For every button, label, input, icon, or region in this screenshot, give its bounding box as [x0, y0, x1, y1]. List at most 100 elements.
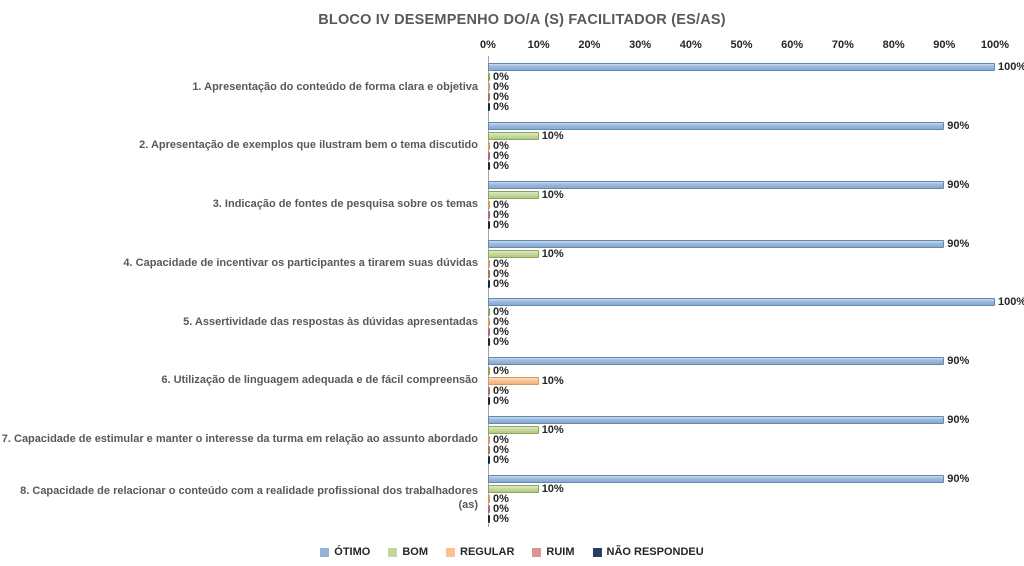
bar-row-nao-respondeu: 0%	[488, 102, 1024, 113]
value-label: 0%	[493, 326, 509, 339]
bar-bom	[488, 367, 490, 376]
bar-bom	[488, 73, 490, 82]
category-row: 4. Capacidade de incentivar os participa…	[0, 237, 1024, 290]
bar-group: 100% 0% 0% 0% 0%	[488, 297, 1024, 349]
value-label: 10%	[541, 188, 564, 201]
value-label: 0%	[493, 160, 509, 173]
bar-regular	[488, 494, 490, 503]
legend-swatch-regular	[446, 547, 456, 557]
value-label: 0%	[493, 81, 509, 94]
bar-row-otimo: 100%	[488, 62, 1024, 73]
value-label: 0%	[493, 91, 509, 104]
bar-row-ruim: 0%	[488, 502, 1024, 515]
bar-group: 90% 0% 10% 0% 0%	[488, 356, 1024, 407]
legend-item-ruim: RUIM	[532, 546, 575, 558]
bar-otimo	[488, 357, 945, 366]
value-label: 0%	[493, 277, 509, 290]
bar-otimo	[488, 122, 945, 131]
chart-title: BLOCO IV DESEMPENHO DO/A (S) FACILITADOR…	[318, 12, 726, 28]
x-axis-tick-label: 80%	[882, 39, 905, 51]
x-axis-tick-label: 40%	[679, 39, 702, 51]
bar-row-ruim: 0%	[488, 326, 1024, 339]
bar-row-regular: 0%	[488, 141, 1024, 152]
legend-label: BOM	[402, 546, 429, 558]
category-label: 2. Apresentação de exemplos que ilustram…	[139, 139, 478, 152]
value-label: 0%	[493, 512, 509, 525]
category-label: 6. Utilização de linguagem adequada e de…	[161, 374, 478, 387]
bar-regular	[488, 83, 490, 92]
bar-row-bom: 0%	[488, 365, 1024, 378]
bar-nao-respondeu	[488, 338, 490, 347]
bar-row-regular: 0%	[488, 317, 1024, 328]
bar-otimo	[488, 415, 945, 424]
bar-group: 90% 10% 0% 0% 0%	[488, 121, 1024, 173]
legend-label: REGULAR	[460, 546, 515, 558]
value-label: 0%	[493, 267, 509, 280]
bar-otimo	[488, 63, 995, 72]
bar-row-bom: 0%	[488, 72, 1024, 83]
x-axis-ticks: 0% 10% 20% 30% 40% 50% 60% 70% 80% 90% 100%	[480, 39, 1009, 53]
legend-swatch-nao-respondeu	[592, 547, 602, 557]
x-axis-tick-label: 60%	[781, 39, 804, 51]
category-label: 8. Capacidade de relacionar o conteúdo c…	[20, 484, 478, 511]
value-label: 0%	[493, 492, 509, 505]
legend-label: NÃO RESPONDEU	[606, 546, 704, 558]
bar-row-nao-respondeu: 0%	[488, 396, 1024, 407]
bar-regular	[488, 318, 490, 327]
value-label: 0%	[493, 365, 509, 378]
bar-group: 90% 10% 0% 0% 0%	[488, 413, 1024, 466]
bar-bom	[488, 249, 539, 258]
bar-row-regular: 10%	[488, 376, 1024, 387]
bar-row-otimo: 90%	[488, 356, 1024, 367]
bar-otimo	[488, 298, 995, 307]
bar-nao-respondeu	[488, 103, 490, 112]
bar-row-regular: 0%	[488, 199, 1024, 210]
bar-row-ruim: 0%	[488, 91, 1024, 104]
y-axis-line	[488, 56, 489, 527]
bar-ruim	[488, 93, 490, 102]
category-rows: 1. Apresentação do conteúdo de forma cla…	[0, 58, 1024, 528]
bar-row-ruim: 0%	[488, 443, 1024, 456]
bar-row-bom: 10%	[488, 188, 1024, 201]
legend-swatch-bom	[388, 547, 398, 557]
category-row: 1. Apresentação do conteúdo de forma cla…	[0, 62, 1024, 113]
bar-regular	[488, 142, 490, 151]
x-axis-tick-label: 20%	[578, 39, 601, 51]
value-label: 0%	[493, 257, 509, 270]
x-axis-tick-label: 10%	[527, 39, 550, 51]
value-label: 90%	[947, 237, 970, 250]
bar-row-nao-respondeu: 0%	[488, 512, 1024, 525]
bar-ruim	[488, 328, 490, 337]
bar-bom	[488, 484, 539, 493]
bar-row-ruim: 0%	[488, 151, 1024, 162]
legend-swatch-otimo	[320, 547, 330, 557]
value-label: 0%	[493, 453, 509, 466]
bar-regular	[488, 259, 490, 268]
bar-group: 100% 0% 0% 0% 0%	[488, 62, 1024, 113]
x-axis-tick-label: 50%	[730, 39, 753, 51]
bar-row-regular: 0%	[488, 492, 1024, 505]
bar-group: 90% 10% 0% 0% 0%	[488, 237, 1024, 290]
bar-bom	[488, 308, 490, 317]
bar-row-bom: 10%	[488, 424, 1024, 435]
bar-row-bom: 10%	[488, 483, 1024, 494]
x-axis-tick-label: 70%	[831, 39, 854, 51]
bar-row-otimo: 90%	[488, 121, 1024, 132]
bar-row-regular: 0%	[488, 434, 1024, 445]
value-label: 0%	[493, 208, 509, 221]
category-row: 8. Capacidade de relacionar o conteúdo c…	[0, 473, 1024, 525]
value-label: 0%	[493, 336, 509, 349]
bar-ruim	[488, 269, 490, 278]
bar-row-nao-respondeu: 0%	[488, 277, 1024, 290]
bar-row-ruim: 0%	[488, 386, 1024, 397]
legend-item-regular: REGULAR	[446, 546, 514, 558]
value-label: 0%	[493, 502, 509, 515]
bar-row-otimo: 90%	[488, 413, 1024, 426]
category-row: 7. Capacidade de estimular e manter o in…	[0, 413, 1024, 466]
bar-nao-respondeu	[488, 162, 490, 171]
value-label: 90%	[947, 413, 970, 426]
category-label: 3. Indicação de fontes de pesquisa sobre…	[212, 198, 478, 210]
bar-row-nao-respondeu: 0%	[488, 453, 1024, 466]
category-label: 5. Assertividade das respostas às dúvida…	[183, 315, 478, 328]
value-label: 0%	[493, 443, 509, 456]
